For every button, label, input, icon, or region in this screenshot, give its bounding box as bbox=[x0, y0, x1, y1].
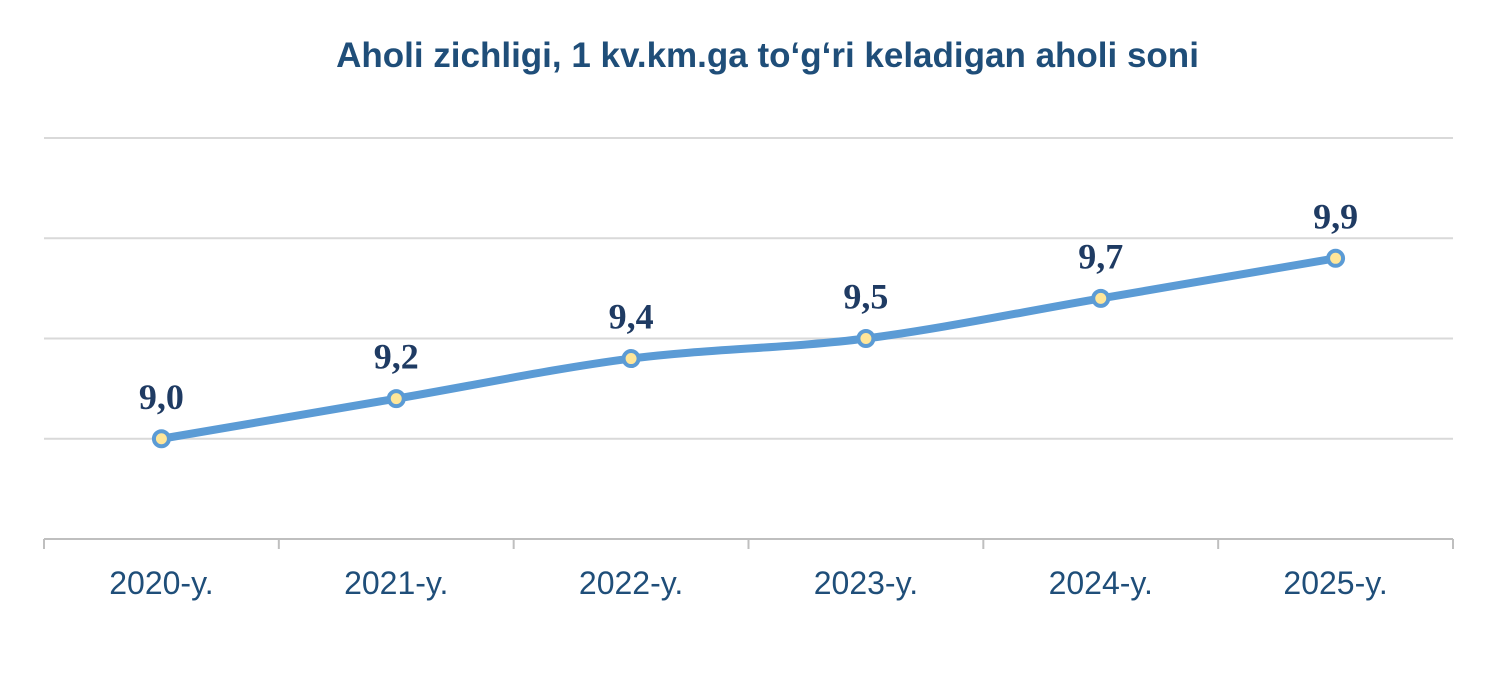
data-label: 9,4 bbox=[609, 297, 654, 337]
data-label: 9,7 bbox=[1078, 236, 1123, 276]
x-tick-label: 2021-y. bbox=[344, 565, 448, 601]
data-point-marker bbox=[621, 349, 641, 369]
chart-title: Aholi zichligi, 1 kv.km.ga to‘g‘ri kelad… bbox=[336, 36, 1199, 75]
data-label: 9,2 bbox=[374, 337, 419, 377]
data-labels-group: 9,0 9,2 9,4 9,5 9,7 9,9 bbox=[139, 196, 1358, 416]
series-line bbox=[157, 254, 1340, 443]
data-point-marker bbox=[1326, 248, 1346, 268]
data-point-marker bbox=[856, 329, 876, 348]
data-point-marker bbox=[1091, 288, 1111, 308]
data-point-marker bbox=[151, 429, 171, 449]
x-tick-label: 2024-y. bbox=[1049, 565, 1153, 601]
x-tick-labels: 2020-y. 2021-y. 2022-y. 2023-y. 2024-y. 2025-… bbox=[109, 565, 1388, 601]
x-axis bbox=[43, 538, 1454, 549]
data-label: 9,9 bbox=[1313, 196, 1358, 236]
x-tick-label: 2020-y. bbox=[109, 565, 213, 601]
data-point-marker bbox=[386, 389, 406, 409]
series-line-group bbox=[157, 254, 1340, 443]
gridlines bbox=[44, 137, 1453, 440]
x-tick-label: 2023-y. bbox=[814, 565, 918, 601]
data-label: 9,0 bbox=[139, 377, 184, 417]
x-tick-label: 2022-y. bbox=[579, 565, 683, 601]
markers-group bbox=[151, 248, 1346, 449]
data-label: 9,5 bbox=[843, 277, 888, 317]
x-tick-label: 2025-y. bbox=[1283, 565, 1387, 601]
